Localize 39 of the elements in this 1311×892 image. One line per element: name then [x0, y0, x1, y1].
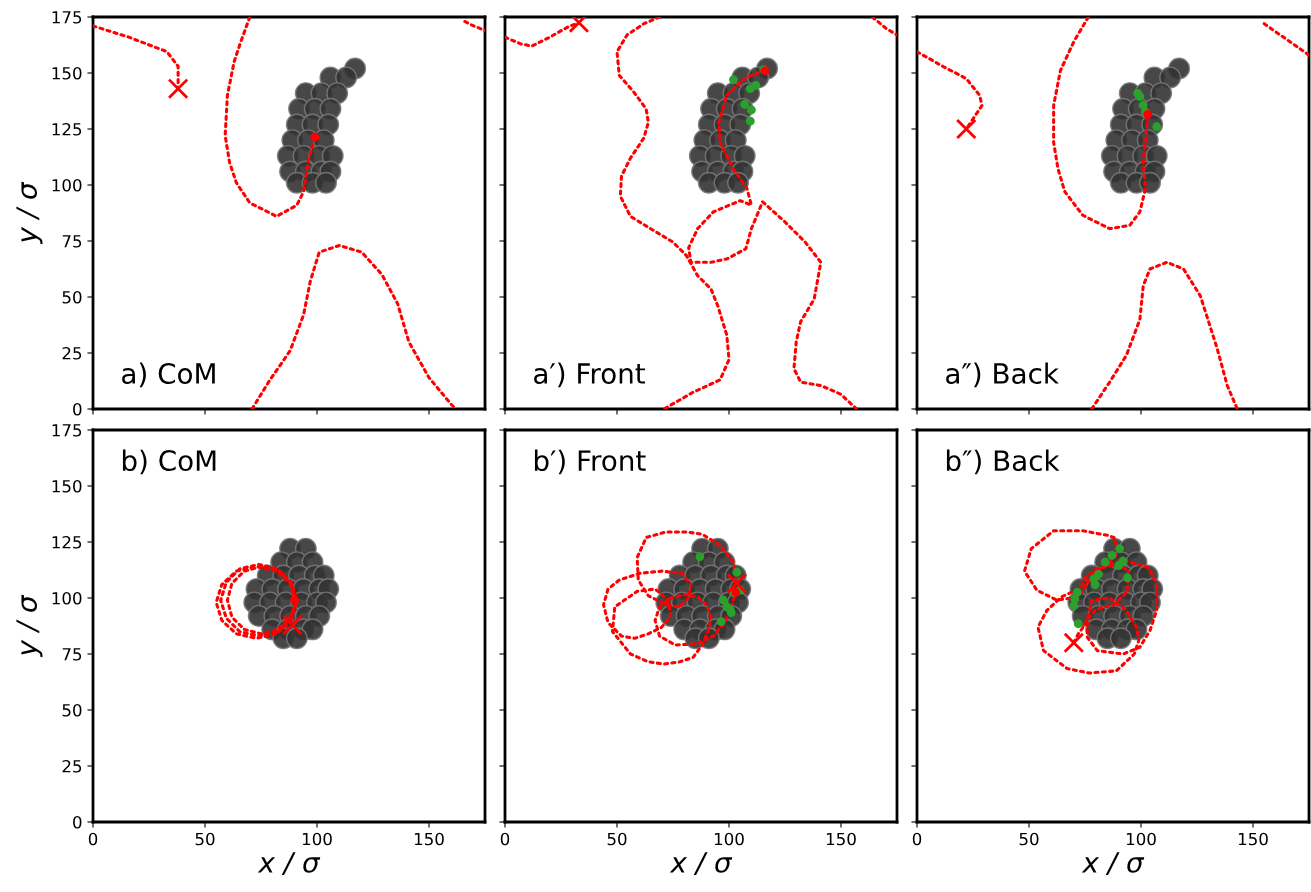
- x-tick-label: 50: [195, 832, 215, 846]
- annotation: b″) Back: [946, 449, 1060, 475]
- y-tick-label: 100: [52, 591, 82, 605]
- y-tick-label: 75: [62, 235, 82, 248]
- y-axis-title: y / σ: [16, 594, 43, 658]
- x-tick-label: 0: [912, 832, 922, 846]
- y-tick-label: 0: [73, 815, 82, 829]
- y-tick-label: 50: [62, 703, 82, 717]
- x-tick-label: 100: [714, 832, 744, 846]
- y-axis-title: y / σ: [16, 181, 43, 245]
- x-tick-label: 100: [302, 832, 332, 846]
- x-axis-title: x / σ: [1081, 852, 1145, 876]
- y-tick-label: 50: [62, 290, 82, 304]
- y-tick-label: 150: [52, 479, 82, 493]
- x-tick-label: 50: [1019, 832, 1039, 846]
- y-tick-label: 125: [52, 122, 82, 136]
- annotation: a″) Back: [946, 362, 1059, 388]
- y-tick-label: 75: [62, 648, 82, 661]
- x-tick-label: 150: [826, 832, 856, 846]
- y-tick-label: 175: [52, 11, 82, 24]
- annotation: b) CoM: [122, 449, 216, 475]
- x-axis-title: x / σ: [669, 852, 733, 876]
- y-tick-label: 125: [52, 535, 82, 549]
- x-tick-label: 0: [500, 832, 510, 846]
- x-tick-label: 150: [414, 832, 444, 846]
- x-tick-label: 150: [1238, 832, 1268, 846]
- y-tick-label: 100: [52, 178, 82, 192]
- y-tick-label: 0: [73, 402, 82, 416]
- x-tick-label: 50: [607, 832, 627, 846]
- y-tick-label: 150: [52, 66, 82, 80]
- annotation: a) CoM: [122, 362, 215, 388]
- y-tick-label: 25: [62, 346, 82, 360]
- y-tick-label: 175: [52, 424, 82, 437]
- annotation: a′) Front: [534, 362, 646, 388]
- x-tick-label: 100: [1126, 832, 1156, 846]
- y-tick-label: 25: [62, 759, 82, 773]
- x-tick-label: 0: [88, 832, 98, 846]
- x-axis-title: x / σ: [257, 852, 321, 876]
- annotation: b′) Front: [534, 449, 646, 475]
